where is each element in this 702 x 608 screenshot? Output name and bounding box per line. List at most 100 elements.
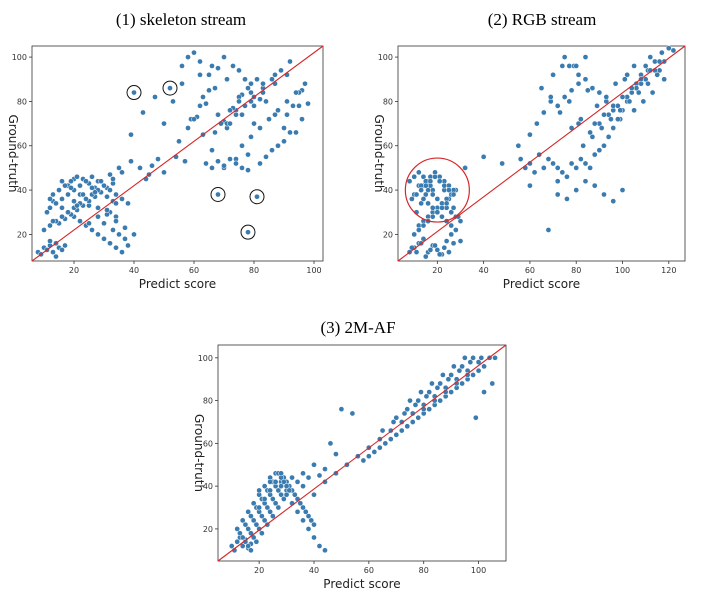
x-tick-label: 120 — [661, 266, 676, 275]
data-point — [284, 111, 290, 118]
data-point — [472, 414, 479, 421]
data-point — [665, 45, 672, 52]
x-tick-label: 80 — [419, 566, 429, 575]
data-point — [545, 227, 552, 233]
data-point — [239, 165, 245, 171]
data-point — [415, 397, 422, 404]
data-point — [242, 521, 249, 528]
data-point — [179, 80, 185, 87]
data-point — [448, 372, 454, 378]
data-point — [429, 191, 436, 198]
x-tick-label: 80 — [249, 266, 259, 275]
data-point — [448, 209, 455, 216]
data-point — [561, 54, 568, 60]
data-point — [215, 111, 221, 118]
data-point — [464, 372, 471, 378]
data-point — [559, 169, 566, 176]
data-point — [239, 543, 246, 549]
data-point — [95, 213, 101, 220]
data-point — [538, 85, 545, 91]
data-point — [575, 80, 582, 87]
data-point — [294, 508, 301, 515]
y-tick-label: 80 — [17, 97, 27, 106]
data-point — [89, 227, 95, 233]
data-point — [256, 487, 262, 494]
data-point — [379, 427, 386, 434]
data-point — [280, 496, 287, 502]
data-point — [95, 204, 101, 211]
y-tick-label: 20 — [383, 230, 393, 239]
data-point — [44, 209, 50, 216]
data-point — [269, 147, 275, 154]
data-point — [545, 156, 552, 162]
data-point — [245, 543, 252, 549]
x-axis-label-1: Predict score — [139, 277, 216, 291]
data-point — [470, 372, 476, 378]
data-point — [429, 213, 436, 220]
data-point — [267, 508, 273, 515]
data-point — [540, 165, 547, 171]
data-point — [179, 63, 185, 69]
data-point — [215, 65, 221, 72]
chart-title-3: (3) 2M-AF — [320, 318, 396, 337]
data-point — [349, 410, 356, 417]
data-point — [619, 94, 626, 100]
data-point — [209, 165, 215, 171]
data-point — [260, 80, 266, 87]
data-point — [245, 508, 252, 515]
data-point — [270, 513, 276, 519]
data-point — [387, 436, 394, 442]
data-point — [610, 125, 617, 131]
data-point — [68, 185, 74, 191]
data-point — [50, 218, 56, 224]
y-tick-label: 100 — [198, 354, 213, 363]
data-point — [302, 508, 309, 515]
data-point — [418, 187, 424, 193]
data-point — [77, 182, 83, 189]
data-point — [245, 229, 251, 236]
data-point — [423, 393, 430, 400]
x-tick-label: 60 — [364, 566, 374, 575]
data-point — [254, 193, 260, 200]
data-point — [589, 134, 596, 140]
data-point — [239, 517, 246, 524]
x-tick-label: 20 — [69, 266, 79, 275]
data-point — [155, 156, 161, 162]
chart-title-1: (1) skeleton stream — [115, 10, 247, 29]
data-point — [450, 240, 457, 247]
x-tick-label: 80 — [571, 266, 581, 275]
data-point — [119, 169, 125, 176]
data-point — [263, 153, 269, 160]
data-point — [420, 173, 427, 180]
data-point — [311, 521, 317, 528]
data-point — [203, 160, 209, 167]
data-point — [440, 372, 446, 378]
data-point — [436, 178, 443, 185]
data-point — [41, 227, 47, 233]
data-point — [272, 479, 279, 485]
data-point — [300, 483, 306, 489]
data-point — [197, 58, 203, 65]
data-point — [224, 76, 230, 83]
data-point — [289, 474, 295, 481]
data-point — [227, 107, 233, 114]
fit-line-3 — [217, 344, 507, 562]
data-point — [456, 367, 463, 374]
data-point — [161, 120, 167, 127]
data-point — [459, 363, 465, 370]
data-point — [110, 176, 116, 182]
data-point — [439, 213, 445, 220]
data-point — [98, 178, 104, 185]
data-point — [47, 196, 53, 202]
data-point — [475, 359, 482, 365]
data-point — [259, 530, 265, 537]
data-point — [432, 173, 438, 180]
data-point — [492, 354, 498, 361]
data-point — [50, 249, 56, 255]
data-point — [459, 380, 465, 387]
data-point — [290, 102, 296, 109]
data-point — [191, 116, 197, 122]
data-point — [248, 513, 254, 519]
data-point — [149, 162, 155, 169]
data-point — [113, 200, 119, 207]
